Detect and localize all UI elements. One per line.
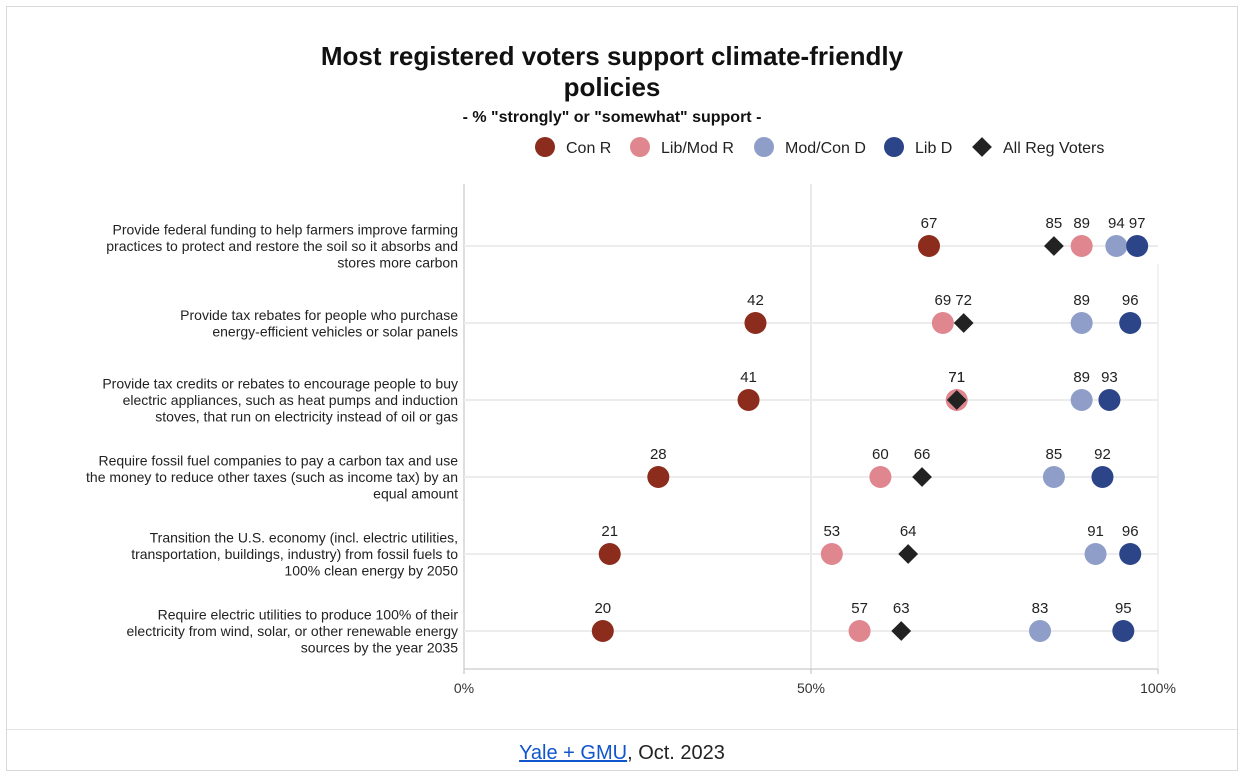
legend-marker-con_r bbox=[535, 137, 555, 157]
data-label-con_r: 20 bbox=[594, 600, 611, 617]
data-label-lib_mod_r: 89 bbox=[1073, 215, 1090, 232]
data-label-lib_mod_r: 57 bbox=[851, 600, 868, 617]
point-mod_con_d bbox=[1029, 620, 1052, 642]
point-mod_con_d bbox=[1070, 389, 1093, 411]
data-label-mod_con_d: 94 bbox=[1108, 215, 1125, 232]
data-label-con_r: 42 bbox=[747, 292, 764, 309]
data-label-con_r: 41 bbox=[740, 369, 757, 386]
point-lib_mod_r bbox=[869, 466, 892, 488]
legend-marker-lib_mod_r bbox=[630, 137, 650, 157]
point-all bbox=[1044, 236, 1064, 256]
chart-frame: Most registered voters support climate-f… bbox=[6, 6, 1238, 771]
data-label-all: 72 bbox=[955, 292, 972, 309]
point-lib_mod_r bbox=[931, 312, 954, 334]
point-all bbox=[898, 544, 919, 564]
point-lib_d bbox=[1098, 389, 1121, 411]
category-label-line: equal amount bbox=[373, 486, 458, 502]
point-mod_con_d bbox=[1070, 312, 1093, 334]
chart-title-line: policies bbox=[564, 72, 661, 102]
point-mod_con_d bbox=[1042, 466, 1065, 488]
point-lib_d bbox=[1126, 235, 1149, 257]
point-lib_d bbox=[1119, 543, 1142, 565]
source-date: , Oct. 2023 bbox=[627, 742, 725, 764]
point-all bbox=[946, 390, 967, 410]
legend-label-lib_d: Lib D bbox=[915, 140, 952, 157]
category-label-line: Require fossil fuel companies to pay a c… bbox=[98, 453, 458, 469]
category-label-line: sources by the year 2035 bbox=[301, 640, 458, 656]
data-label-mod_con_d: 91 bbox=[1087, 523, 1104, 540]
category-label-line: Provide tax rebates for people who purch… bbox=[180, 307, 458, 323]
point-mod_con_d bbox=[1105, 235, 1128, 257]
point-all bbox=[891, 621, 912, 641]
point-lib_d bbox=[1091, 466, 1114, 488]
point-con_r bbox=[744, 312, 767, 334]
category-label-line: practices to protect and restore the soi… bbox=[106, 238, 458, 254]
category-label-line: 100% clean energy by 2050 bbox=[284, 563, 458, 579]
data-label-con_r: 21 bbox=[601, 523, 618, 540]
legend-label-con_r: Con R bbox=[566, 140, 611, 157]
category-label-line: electricity from wind, solar, or other r… bbox=[127, 623, 458, 639]
point-lib_d bbox=[1119, 312, 1142, 334]
point-con_r bbox=[737, 389, 760, 411]
point-con_r bbox=[917, 235, 940, 257]
data-label-all: 63 bbox=[893, 600, 910, 617]
footer-divider bbox=[7, 729, 1237, 730]
data-label-all: 71 bbox=[948, 369, 965, 386]
legend-marker-mod_con_d bbox=[754, 137, 774, 157]
data-label-lib_d: 93 bbox=[1101, 369, 1118, 386]
point-lib_mod_r bbox=[1070, 235, 1093, 257]
data-label-mod_con_d: 85 bbox=[1046, 446, 1063, 463]
data-label-lib_d: 96 bbox=[1122, 292, 1139, 309]
point-all bbox=[912, 467, 932, 487]
data-label-all: 64 bbox=[900, 523, 917, 540]
data-label-lib_mod_r: 60 bbox=[872, 446, 889, 463]
data-label-lib_d: 97 bbox=[1129, 215, 1146, 232]
legend-label-all: All Reg Voters bbox=[1003, 140, 1104, 157]
data-label-lib_d: 96 bbox=[1122, 523, 1139, 540]
data-label-mod_con_d: 83 bbox=[1032, 600, 1049, 617]
data-label-lib_mod_r: 69 bbox=[935, 292, 952, 309]
legend-marker-lib_d bbox=[884, 137, 904, 157]
data-label-lib_mod_r: 53 bbox=[823, 523, 840, 540]
legend-label-lib_mod_r: Lib/Mod R bbox=[661, 140, 734, 157]
legend-marker-all bbox=[972, 137, 992, 157]
source-footer: Yale + GMU, Oct. 2023 bbox=[7, 742, 1237, 765]
category-label-line: Require electric utilities to produce 10… bbox=[158, 607, 459, 623]
category-label-line: Provide federal funding to help farmers … bbox=[112, 222, 458, 238]
data-label-con_r: 67 bbox=[921, 215, 938, 232]
legend-label-mod_con_d: Mod/Con D bbox=[785, 140, 866, 157]
category-label-line: stoves, that run on electricity instead … bbox=[155, 409, 458, 425]
data-label-all: 66 bbox=[914, 446, 931, 463]
point-con_r bbox=[598, 543, 621, 565]
data-label-all: 85 bbox=[1046, 215, 1063, 232]
chart-subtitle: - % "strongly" or "somewhat" support - bbox=[463, 109, 762, 126]
x-tick-label: 50% bbox=[797, 680, 825, 696]
data-label-con_r: 28 bbox=[650, 446, 667, 463]
dot-chart: Most registered voters support climate-f… bbox=[86, 41, 1176, 696]
point-con_r bbox=[591, 620, 614, 642]
chart-area: Most registered voters support climate-f… bbox=[7, 7, 1237, 729]
data-label-lib_d: 95 bbox=[1115, 600, 1132, 617]
point-all bbox=[953, 313, 974, 333]
category-label-line: Provide tax credits or rebates to encour… bbox=[102, 376, 458, 392]
point-lib_mod_r bbox=[820, 543, 843, 565]
category-label-line: transportation, buildings, industry) fro… bbox=[131, 546, 458, 562]
point-lib_d bbox=[1112, 620, 1135, 642]
data-label-lib_d: 92 bbox=[1094, 446, 1111, 463]
chart-title-line: Most registered voters support climate-f… bbox=[321, 41, 904, 71]
category-label-line: electric appliances, such as heat pumps … bbox=[123, 392, 458, 408]
point-lib_mod_r bbox=[848, 620, 871, 642]
point-mod_con_d bbox=[1084, 543, 1107, 565]
category-label-line: energy-efficient vehicles or solar panel… bbox=[212, 323, 458, 339]
x-tick-label: 100% bbox=[1140, 680, 1176, 696]
category-label-line: the money to reduce other taxes (such as… bbox=[86, 469, 458, 485]
x-tick-label: 0% bbox=[454, 680, 474, 696]
point-con_r bbox=[647, 466, 670, 488]
source-link[interactable]: Yale + GMU bbox=[519, 742, 628, 764]
data-label-lib_mod_r: 71 bbox=[948, 369, 965, 386]
data-label-mod_con_d: 89 bbox=[1073, 369, 1090, 386]
data-label-mod_con_d: 89 bbox=[1073, 292, 1090, 309]
category-label-line: stores more carbon bbox=[337, 255, 458, 271]
category-label-line: Transition the U.S. economy (incl. elect… bbox=[150, 530, 458, 546]
